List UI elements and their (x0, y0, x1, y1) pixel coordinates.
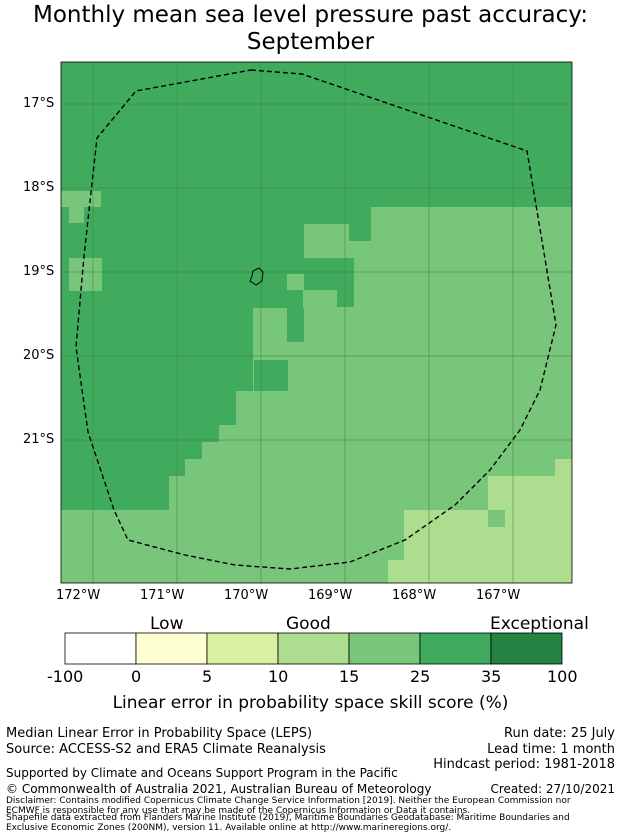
legend-tick-15: 15 (339, 667, 360, 686)
footer-hindcast: Hindcast period: 1981-2018 (433, 757, 615, 772)
legend-exceptional: Exceptional (490, 614, 589, 634)
legend-swatch (135, 632, 208, 665)
legend-swatch (490, 632, 563, 665)
footer-disclaimer-3: Shapefile data extracted from Flanders M… (6, 813, 570, 823)
lon-label-169: 169°W (308, 588, 353, 603)
legend-tick-25: 25 (410, 667, 431, 686)
footer-run-date: Run date: 25 July (504, 726, 615, 741)
lat-label-18: 18°S (23, 180, 55, 195)
legend-swatch (277, 632, 350, 665)
skill-region-25-35 (337, 274, 354, 307)
skill-region-10-15 (388, 560, 572, 583)
legend-good: Good (286, 614, 331, 634)
footer-disclaimer-2: ECMWF is responsible for any use that ma… (6, 806, 471, 816)
legend-tick-neg100: -100 (47, 667, 84, 686)
lat-label-21: 21°S (23, 432, 55, 447)
footer-copyright: © Commonwealth of Australia 2021, Austra… (6, 782, 432, 796)
legend-axis-title: Linear error in probability space skill … (112, 693, 509, 713)
skill-score-grid (61, 62, 572, 583)
skill-region-25-35 (287, 290, 303, 308)
skill-region-10-15 (404, 510, 488, 560)
legend-swatch (419, 632, 492, 665)
map-frame (60, 61, 573, 584)
legend-tick-5: 5 (202, 667, 213, 686)
legend-tick-35: 35 (481, 667, 502, 686)
legend-colorbar (64, 632, 563, 665)
lon-label-167: 167°W (476, 588, 521, 603)
skill-region-10-15 (555, 459, 572, 476)
map-gridlines (61, 62, 572, 583)
legend-tick-0: 0 (131, 667, 142, 686)
legend-tick-10: 10 (268, 667, 289, 686)
skill-region-15-25 (69, 258, 102, 291)
skill-region-15-25 (488, 510, 505, 527)
footer-lead-time: Lead time: 1 month (487, 742, 615, 757)
lat-label-20: 20°S (23, 348, 55, 363)
footer-disclaimer-1: Disclaimer: Contains modified Copernicus… (6, 796, 571, 806)
footer-supported: Supported by Climate and Oceans Support … (6, 766, 398, 780)
footer-leps: Median Linear Error in Probability Space… (6, 726, 313, 741)
lon-label-171: 171°W (140, 588, 185, 603)
lon-label-172: 172°W (56, 588, 101, 603)
lon-label-170: 170°W (224, 588, 269, 603)
skill-region-25-35 (287, 308, 304, 342)
skill-region-15-25 (69, 207, 84, 223)
skill-region-25-35 (254, 360, 288, 391)
title-line-1: Monthly mean sea level pressure past acc… (33, 2, 588, 28)
skill-region-15-25 (61, 191, 101, 207)
legend-swatch (64, 632, 137, 665)
skill-region-15-25 (61, 510, 191, 583)
island-outline (249, 267, 264, 286)
lat-label-17: 17°S (23, 96, 55, 111)
title-line-2: September (246, 29, 375, 55)
footer-disclaimer-4: Exclusive Economic Zones (200NM), versio… (6, 823, 452, 833)
legend-low: Low (150, 614, 184, 634)
eez-boundary (75, 69, 557, 570)
legend-tick-100: 100 (547, 667, 578, 686)
footer-created: Created: 27/10/2021 (490, 782, 615, 796)
footer-source: Source: ACCESS-S2 and ERA5 Climate Reana… (6, 742, 326, 757)
legend-swatch (206, 632, 279, 665)
legend-swatch (348, 632, 421, 665)
lon-label-168: 168°W (392, 588, 437, 603)
map-svg (60, 61, 573, 584)
lat-label-19: 19°S (23, 264, 55, 279)
